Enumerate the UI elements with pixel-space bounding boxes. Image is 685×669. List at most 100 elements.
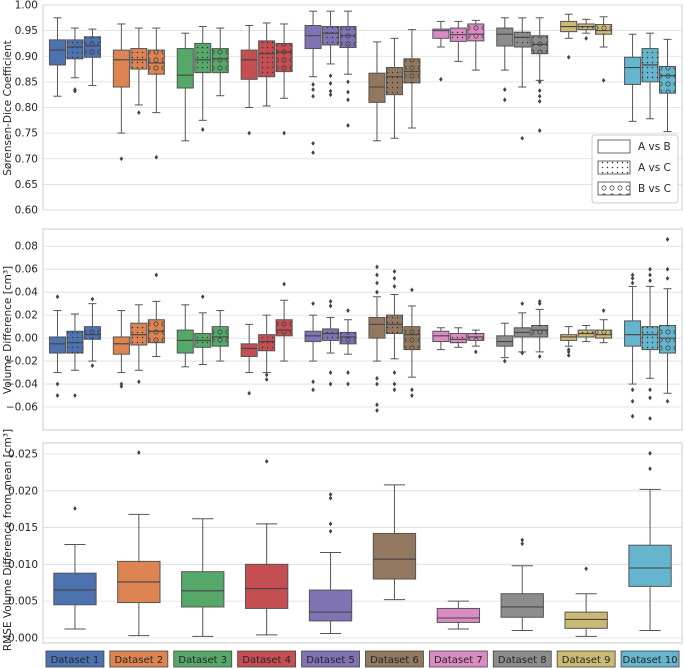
box-hatch xyxy=(322,26,339,45)
box-body xyxy=(48,39,67,66)
box-hatch xyxy=(276,319,293,336)
box-dataset-5-a-vs-b xyxy=(304,301,322,393)
outlier-point xyxy=(648,466,652,472)
outlier-point xyxy=(328,528,333,534)
outlier-point xyxy=(264,458,269,464)
y-tick-label: 0.025 xyxy=(8,449,38,461)
y-tick-label: 0.70 xyxy=(15,153,38,165)
box-dataset-9-a-vs-b xyxy=(560,326,578,358)
category-tag xyxy=(556,650,616,668)
outlier-point xyxy=(264,377,269,382)
box-dataset-6-a-vs-b xyxy=(368,264,386,413)
box-body xyxy=(628,544,672,587)
box-hatch xyxy=(531,325,548,337)
y-tick-label: 0.65 xyxy=(15,179,38,191)
box-dataset-6-rmse xyxy=(372,484,417,601)
box-hatch xyxy=(403,326,420,350)
category-tag xyxy=(365,650,424,668)
box-dataset-8-a-vs-c xyxy=(513,301,531,356)
outlier-point xyxy=(410,393,414,398)
box-dataset-2-rmse xyxy=(117,450,161,637)
box-body xyxy=(244,563,289,609)
outlier-point xyxy=(537,301,542,307)
box-body xyxy=(240,49,258,80)
box-dataset-8-a-vs-b xyxy=(496,322,514,364)
box-dataset-3-b-vs-c xyxy=(211,310,229,362)
outlier-point xyxy=(630,413,635,419)
outlier-point xyxy=(346,370,350,375)
box-hatch xyxy=(212,326,229,347)
box-hatch xyxy=(66,39,83,59)
y-tick-label: 0.90 xyxy=(15,51,38,63)
legend-label: B vs C xyxy=(638,183,671,195)
box-dataset-1-a-vs-c xyxy=(66,27,84,94)
outlier-point xyxy=(73,393,77,398)
outlier-point xyxy=(311,387,315,393)
outlier-point xyxy=(630,272,635,278)
category-tag xyxy=(45,650,105,668)
outlier-point xyxy=(55,294,60,300)
box-dataset-8-a-vs-c xyxy=(513,17,531,141)
box-hatch xyxy=(84,326,101,340)
outlier-point xyxy=(264,372,269,378)
y-tick-label: 0.020 xyxy=(8,485,38,497)
outlier-point xyxy=(537,88,542,93)
outlier-point xyxy=(311,82,315,87)
box-dataset-5-a-vs-c xyxy=(322,10,340,98)
box-body xyxy=(112,336,130,355)
box-body xyxy=(304,25,322,50)
outlier-point xyxy=(119,383,124,389)
box-dataset-8-b-vs-c xyxy=(531,298,549,359)
outlier-point xyxy=(601,308,606,313)
outlier-point xyxy=(311,140,315,146)
y-axis-label: Sørensen-Dice Coefficient xyxy=(2,40,14,176)
box-dataset-5-rmse xyxy=(308,492,353,634)
box-dataset-1-b-vs-c xyxy=(83,296,101,369)
outlier-point xyxy=(73,87,77,92)
outlier-point xyxy=(55,393,60,398)
y-tick-label: 0.005 xyxy=(8,596,38,608)
box-dataset-7-b-vs-c xyxy=(467,329,485,355)
box-dataset-4-a-vs-b xyxy=(240,25,258,136)
box-hatch xyxy=(659,66,676,94)
outlier-point xyxy=(346,79,350,85)
box-dataset-3-a-vs-c xyxy=(194,26,212,132)
box-body xyxy=(304,330,322,343)
outlier-point xyxy=(328,492,333,497)
y-tick-label: 0.06 xyxy=(15,264,39,276)
outlier-point xyxy=(311,301,315,307)
box-dataset-10-rmse xyxy=(628,450,672,631)
box-dataset-6-b-vs-c xyxy=(403,29,421,129)
box-dataset-3-a-vs-c xyxy=(194,294,212,366)
outlier-point xyxy=(346,123,350,128)
outlier-point xyxy=(375,264,379,270)
outlier-point xyxy=(311,87,315,92)
y-tick-label: 0.08 xyxy=(15,241,38,253)
outlier-point xyxy=(328,81,333,86)
box-body xyxy=(368,316,386,339)
box-body xyxy=(432,330,450,343)
box-dataset-1-rmse xyxy=(53,506,97,630)
outlier-point xyxy=(439,76,443,82)
category-labels: Dataset 1 Dataset 2 Dataset 3 Dataset 4 Data… xyxy=(45,650,680,668)
box-hatch xyxy=(130,48,147,70)
y-tick-label: 0.80 xyxy=(15,102,38,114)
outlier-point xyxy=(328,521,333,527)
box-dataset-6-a-vs-c xyxy=(385,37,403,139)
outlier-point xyxy=(200,127,205,132)
box-dataset-3-rmse xyxy=(181,518,225,637)
box-hatch xyxy=(450,333,467,343)
outlier-point xyxy=(537,98,542,104)
box-dataset-2-a-vs-c xyxy=(130,27,148,116)
category-tag xyxy=(109,650,169,668)
box-hatch xyxy=(66,331,83,354)
y-axis-label: RMSE Volume Difference from mean [cm³] xyxy=(2,429,14,651)
outlier-point xyxy=(392,284,397,289)
box-dataset-8-a-vs-b xyxy=(496,17,514,103)
y-tick-label: −0.02 xyxy=(6,356,38,368)
box-dataset-7-b-vs-c xyxy=(467,19,485,71)
outlier-point xyxy=(375,381,379,387)
box-hatch xyxy=(514,32,531,48)
